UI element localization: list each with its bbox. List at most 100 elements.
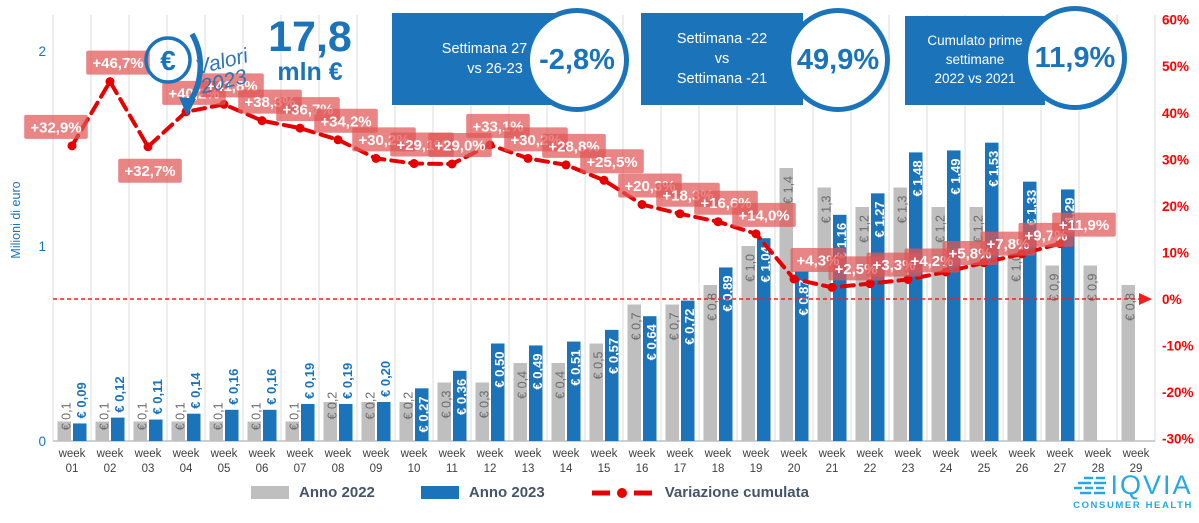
left-axis-tick: 0 xyxy=(38,434,46,449)
right-axis-tick: -20% xyxy=(1162,385,1194,400)
bar-anno2023 xyxy=(415,388,429,441)
pct-label: +34,2% xyxy=(320,113,371,130)
pct-label: +14,0% xyxy=(738,207,789,224)
bar-anno2022 xyxy=(1083,265,1097,441)
right-axis-tick: 0% xyxy=(1162,292,1182,307)
bar-anno2022 xyxy=(551,363,565,441)
cumulative-point xyxy=(447,159,457,169)
bar-label-2023: € 0,20 xyxy=(378,361,393,397)
bar-anno2023 xyxy=(187,413,201,441)
legend-swatch-2022 xyxy=(251,486,290,499)
bar-anno2023 xyxy=(263,409,277,441)
callout-value-week-vs-prev: -2,8% xyxy=(525,8,629,112)
bar-anno2022 xyxy=(779,168,793,441)
bar-label-2022: € 0,1 xyxy=(174,402,188,430)
bar-label-2022: € 0,1 xyxy=(250,402,264,430)
x-tick-label: week 22 xyxy=(856,448,884,475)
bar-label-2023: € 0,87 xyxy=(796,279,811,315)
bar-label-2022: € 1,2 xyxy=(934,215,948,243)
svg-text:€: € xyxy=(160,45,176,76)
kpi-value: 17,8 xyxy=(268,13,352,61)
bar-anno2023 xyxy=(225,409,239,441)
bar-label-2022: € 0,9 xyxy=(1048,273,1062,301)
pct-label-box xyxy=(118,158,182,183)
bar-anno2023 xyxy=(149,419,163,441)
x-tick-label: week 23 xyxy=(894,448,922,475)
bar-label-2022: € 0,1 xyxy=(288,402,302,430)
pct-label-box xyxy=(24,114,88,139)
bar-anno2023 xyxy=(339,403,353,441)
bar-anno2023 xyxy=(985,142,999,441)
bar-label-2023: € 0,16 xyxy=(264,369,279,405)
bar-label-2023: € 0,27 xyxy=(416,396,431,432)
bar-label-2023: € 1,48 xyxy=(910,160,925,196)
bar-label-2023: € 0,11 xyxy=(150,379,165,414)
bar-label-2022: € 0,7 xyxy=(630,312,644,340)
x-tick-label: week 06 xyxy=(248,448,276,475)
pct-label-box xyxy=(86,50,150,75)
bar-anno2022 xyxy=(171,421,185,441)
cumulative-point xyxy=(713,217,723,227)
bar-label-2022: € 1,0 xyxy=(744,254,758,282)
x-tick-label: week 04 xyxy=(172,448,200,475)
bar-label-2023: € 0,19 xyxy=(302,363,317,399)
bar-anno2022 xyxy=(703,285,717,441)
right-axis-tick: 10% xyxy=(1162,245,1189,260)
bar-anno2022 xyxy=(741,246,755,441)
bar-anno2022 xyxy=(209,421,223,441)
x-tick-label: week 09 xyxy=(362,448,390,475)
bar-anno2022 xyxy=(247,421,261,441)
bar-anno2023 xyxy=(529,345,543,441)
cumulative-point xyxy=(675,209,685,219)
bar-label-2022: € 0,4 xyxy=(554,371,568,399)
bar-label-2023: € 0,19 xyxy=(340,363,355,399)
legend-item-anno-2022: Anno 2022 xyxy=(251,484,375,501)
pct-label: +46,7% xyxy=(92,55,143,72)
legend-item-anno-2023: Anno 2023 xyxy=(420,484,545,501)
cumulative-point xyxy=(523,153,533,163)
x-tick-label: week 26 xyxy=(1008,448,1036,475)
bar-label-2023: € 0,72 xyxy=(682,309,697,345)
iqvia-logo: IQVIA CONSUMER HEALTH xyxy=(1073,472,1193,512)
x-tick-label: week 16 xyxy=(628,448,656,475)
pct-label-box xyxy=(428,132,492,157)
bar-label-2023: € 0,12 xyxy=(112,376,127,412)
bar-label-2022: € 0,2 xyxy=(326,392,340,420)
right-axis-tick: -10% xyxy=(1162,339,1194,354)
bar-label-2022: € 0,7 xyxy=(668,312,682,340)
bar-anno2022 xyxy=(1121,285,1135,441)
x-tick-label: week 15 xyxy=(590,448,618,475)
callout-settimana22-vs-21: Settimana -22 vs Settimana -21 xyxy=(641,13,803,105)
right-axis-tick: -30% xyxy=(1162,432,1194,447)
bar-anno2023 xyxy=(719,267,733,441)
bar-anno2023 xyxy=(757,238,771,441)
x-tick-label: week 07 xyxy=(286,448,314,475)
cumulative-point xyxy=(409,159,419,169)
zero-line-arrow xyxy=(1139,293,1152,305)
right-axis-tick: 30% xyxy=(1162,152,1189,167)
bar-anno2023 xyxy=(453,370,467,441)
x-tick-label: week 10 xyxy=(400,448,428,475)
bar-label-2023: € 0,50 xyxy=(492,352,507,388)
right-axis-tick: 60% xyxy=(1162,13,1189,28)
x-tick-label: week 14 xyxy=(552,448,580,475)
legend-line-marker xyxy=(591,487,652,498)
bar-anno2023 xyxy=(301,403,315,441)
cumulative-point xyxy=(637,199,647,209)
bar-label-2022: € 0,2 xyxy=(364,392,378,420)
bar-anno2023 xyxy=(491,343,505,441)
bar-label-2023: € 0,49 xyxy=(530,353,545,389)
bar-anno2022 xyxy=(95,421,109,441)
bar-anno2022 xyxy=(57,421,71,441)
bar-anno2023 xyxy=(73,423,87,441)
x-tick-label: week 03 xyxy=(134,448,162,475)
bar-label-2022: € 1,0 xyxy=(1010,254,1024,282)
x-tick-label: week 24 xyxy=(932,448,960,475)
cumulative-point xyxy=(599,175,609,185)
x-tick-label: week 17 xyxy=(666,448,694,475)
x-tick-label: week 25 xyxy=(970,448,998,475)
pct-label: +11,9% xyxy=(1059,217,1109,234)
x-tick-label: week 05 xyxy=(210,448,238,475)
left-axis-tick: 1 xyxy=(38,239,46,254)
